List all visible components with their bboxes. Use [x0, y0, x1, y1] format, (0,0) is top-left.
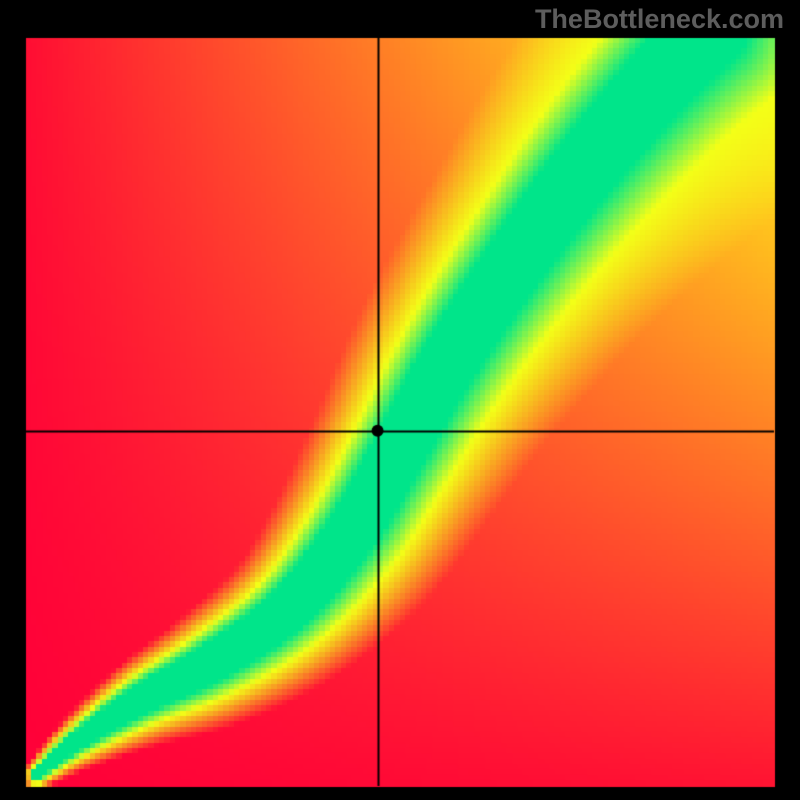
chart-container: TheBottleneck.com: [0, 0, 800, 800]
watermark-text: TheBottleneck.com: [535, 4, 784, 35]
heatmap-canvas: [0, 0, 800, 800]
